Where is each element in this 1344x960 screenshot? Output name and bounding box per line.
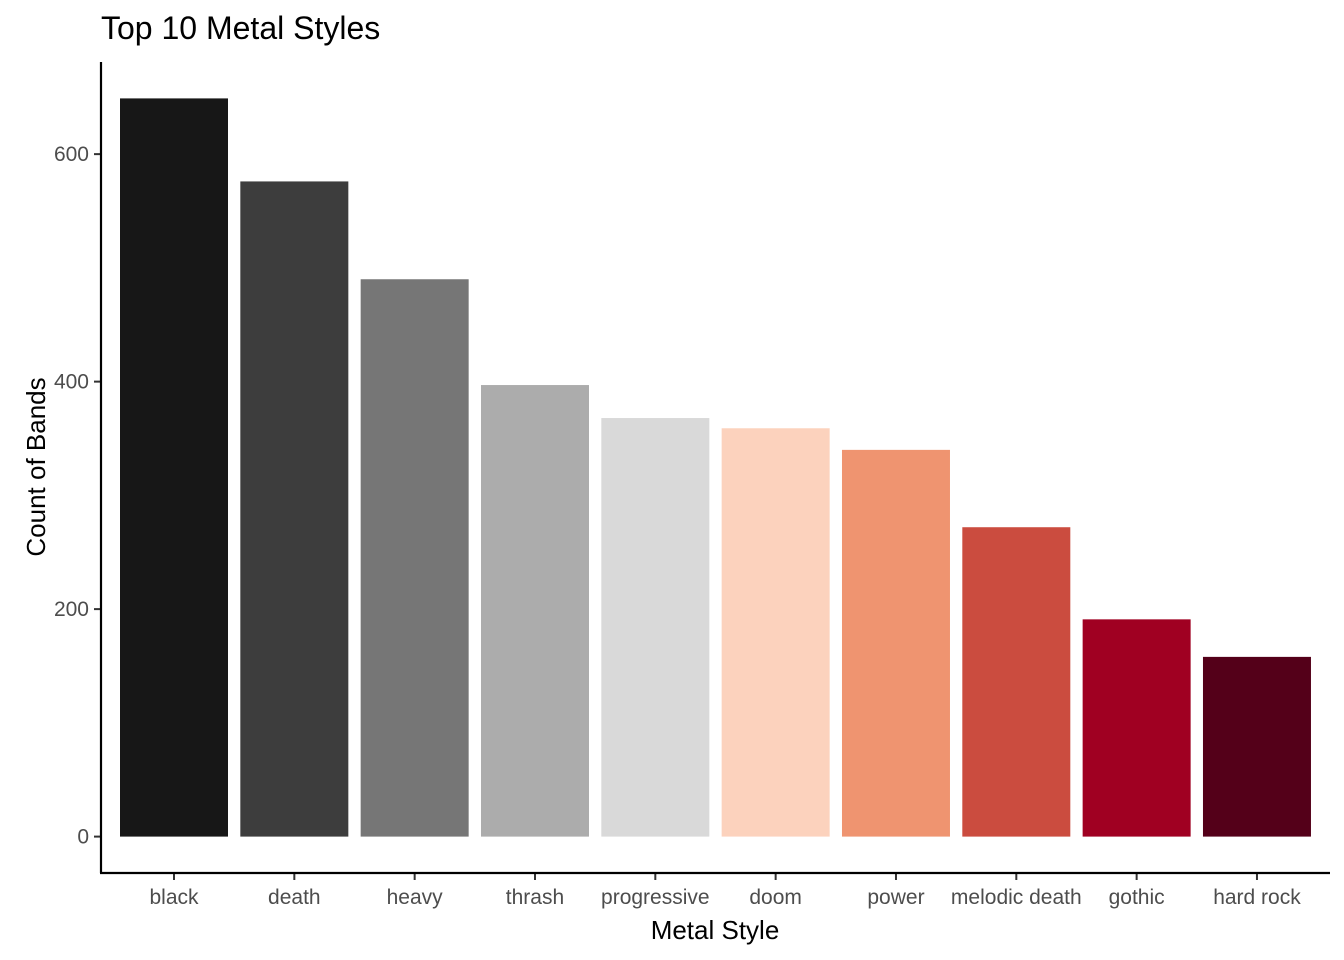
x-tick-label: power [867, 886, 924, 909]
x-tick-label: black [149, 886, 199, 909]
x-tick-label: hard rock [1213, 886, 1301, 909]
x-tick-label: doom [749, 886, 802, 909]
y-axis-title: Count of Bands [21, 377, 51, 556]
bar-heavy [360, 279, 469, 837]
y-axis-ticks: 0 200 400 600 [54, 143, 101, 849]
x-tick-label: death [268, 886, 321, 909]
bars-group [120, 98, 1311, 837]
chart-title: Top 10 Metal Styles [101, 10, 380, 46]
y-tick-label: 600 [54, 143, 89, 166]
bar-death [240, 181, 349, 837]
bar-black [120, 98, 228, 837]
bar-power [841, 449, 950, 837]
x-axis-title: Metal Style [651, 915, 780, 945]
x-tick-label: thrash [506, 886, 564, 909]
x-tick-label: gothic [1109, 886, 1165, 909]
x-axis-ticks: black death heavy thrash progressive doom powe… [149, 873, 1301, 909]
y-tick-label: 0 [77, 826, 89, 849]
x-tick-label: melodic death [951, 886, 1082, 909]
bar-thrash [480, 385, 589, 837]
x-tick-label: progressive [601, 886, 710, 909]
y-tick-label: 200 [54, 598, 89, 621]
x-tick-label: heavy [387, 886, 444, 909]
bar-doom [721, 428, 830, 837]
bar-progressive [601, 418, 710, 837]
y-tick-label: 400 [54, 371, 89, 394]
bar-gothic [1082, 619, 1191, 837]
bar-hard-rock [1202, 656, 1311, 837]
bar-melodic-death [962, 527, 1071, 837]
